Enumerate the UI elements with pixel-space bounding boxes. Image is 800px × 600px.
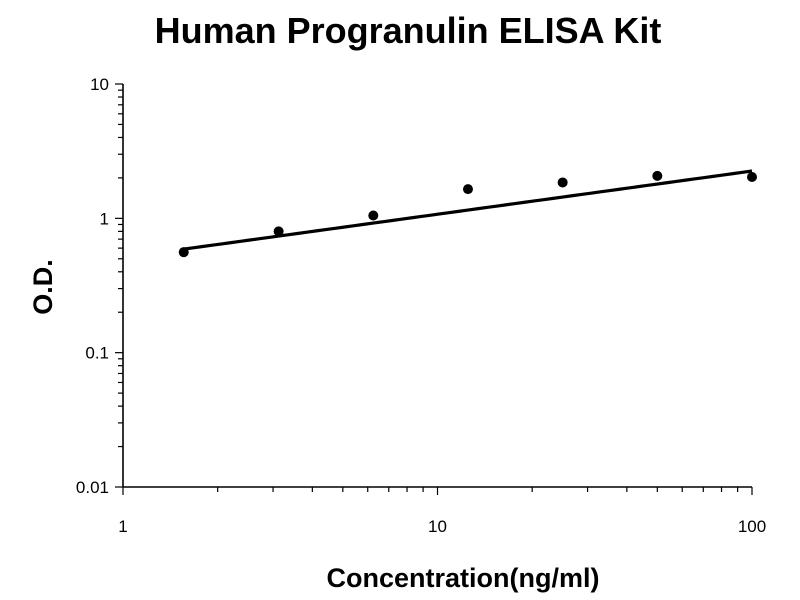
data-point — [273, 226, 284, 237]
y-tick-label: 10 — [90, 75, 109, 94]
data-point — [557, 177, 568, 188]
x-tick-label: 100 — [738, 517, 766, 536]
y-tick-label: 0.1 — [85, 344, 109, 363]
y-tick-label: 1 — [100, 209, 109, 228]
y-axis-label: O.D. — [28, 259, 58, 315]
x-tick-label: 10 — [428, 517, 447, 536]
data-point — [178, 247, 189, 258]
x-tick-label: 1 — [118, 517, 127, 536]
axes — [122, 84, 752, 488]
data-points — [178, 170, 757, 258]
x-tick-labels: 1 10 100 — [118, 517, 766, 536]
y-ticks — [115, 83, 123, 488]
x-axis-label: Concentration(ng/ml) — [327, 563, 600, 593]
fit-curve — [183, 169, 753, 251]
x-ticks — [122, 487, 753, 495]
data-point — [747, 172, 757, 183]
data-point — [652, 170, 663, 181]
y-tick-label: 0.01 — [76, 478, 109, 497]
data-point — [462, 184, 473, 195]
chart-title: Human Progranulin ELISA Kit — [155, 10, 662, 51]
data-point — [368, 210, 379, 221]
y-tick-labels: 10 1 0.1 0.01 — [76, 75, 109, 497]
